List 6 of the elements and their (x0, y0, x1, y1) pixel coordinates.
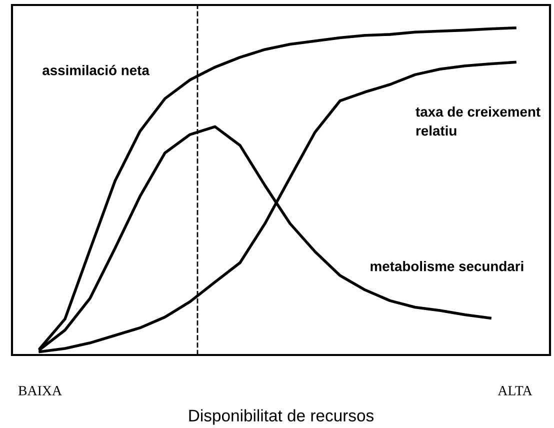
series-label: metabolisme secundari (370, 261, 524, 272)
x-tick-label: ALTA (498, 386, 532, 396)
text: assimilació neta (42, 64, 150, 76)
text: taxa de creixement relatiu (416, 106, 540, 136)
x-tick-label: BAIXA (18, 386, 62, 396)
x-axis-title: Disponibilitat de recursos (189, 409, 374, 425)
